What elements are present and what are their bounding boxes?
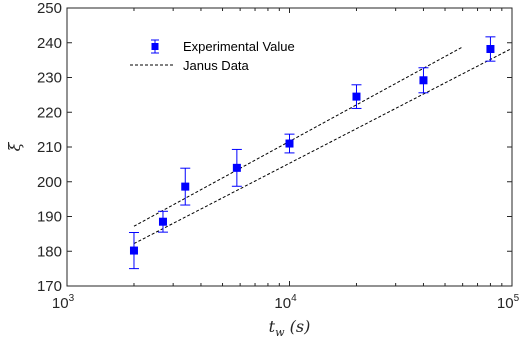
data-marker xyxy=(352,92,361,101)
experimental-point xyxy=(418,67,429,94)
experimental-point xyxy=(351,84,362,109)
legend-label-experimental: Experimental Value xyxy=(183,39,295,54)
x-tick-label: 104 xyxy=(274,293,297,312)
janus-line xyxy=(133,46,463,227)
data-marker xyxy=(232,163,241,172)
experimental-points-layer xyxy=(128,36,496,270)
x-tick-label: 103 xyxy=(52,293,75,312)
y-tick-label: 240 xyxy=(37,35,62,52)
experimental-point xyxy=(485,36,496,62)
y-tick-label: 200 xyxy=(37,174,62,191)
data-marker xyxy=(486,45,495,54)
janus-lines-layer xyxy=(133,46,513,245)
legend-marker-experimental xyxy=(151,39,159,54)
y-tick-label: 220 xyxy=(37,104,62,121)
experimental-point xyxy=(284,133,295,154)
tick-labels-layer: 170 180 190 200 210 220 230 240 250 103 104 105 xyxy=(37,0,520,312)
janus-line xyxy=(133,47,513,245)
experimental-point xyxy=(231,148,242,187)
y-tick-label: 170 xyxy=(37,278,62,295)
legend-label-janus: Janus Data xyxy=(183,58,250,73)
y-tick-label: 180 xyxy=(37,243,62,260)
data-marker xyxy=(158,217,167,226)
y-tick-label: 230 xyxy=(37,70,62,87)
y-axis-label: ξ xyxy=(5,141,24,151)
y-tick-label: 210 xyxy=(37,139,62,156)
data-marker xyxy=(129,246,138,255)
data-marker xyxy=(419,76,428,85)
data-marker xyxy=(285,139,294,148)
x-axis-label: tw (s) xyxy=(269,317,311,339)
legend: Experimental Value Janus Data xyxy=(130,39,295,73)
axes-layer xyxy=(66,7,513,287)
y-tick-label: 190 xyxy=(37,209,62,226)
experimental-point xyxy=(157,210,168,233)
y-tick-label: 250 xyxy=(37,0,62,17)
data-marker xyxy=(181,182,190,191)
experimental-point xyxy=(180,167,191,206)
experimental-point xyxy=(128,231,139,270)
x-tick-label: 105 xyxy=(497,293,520,312)
